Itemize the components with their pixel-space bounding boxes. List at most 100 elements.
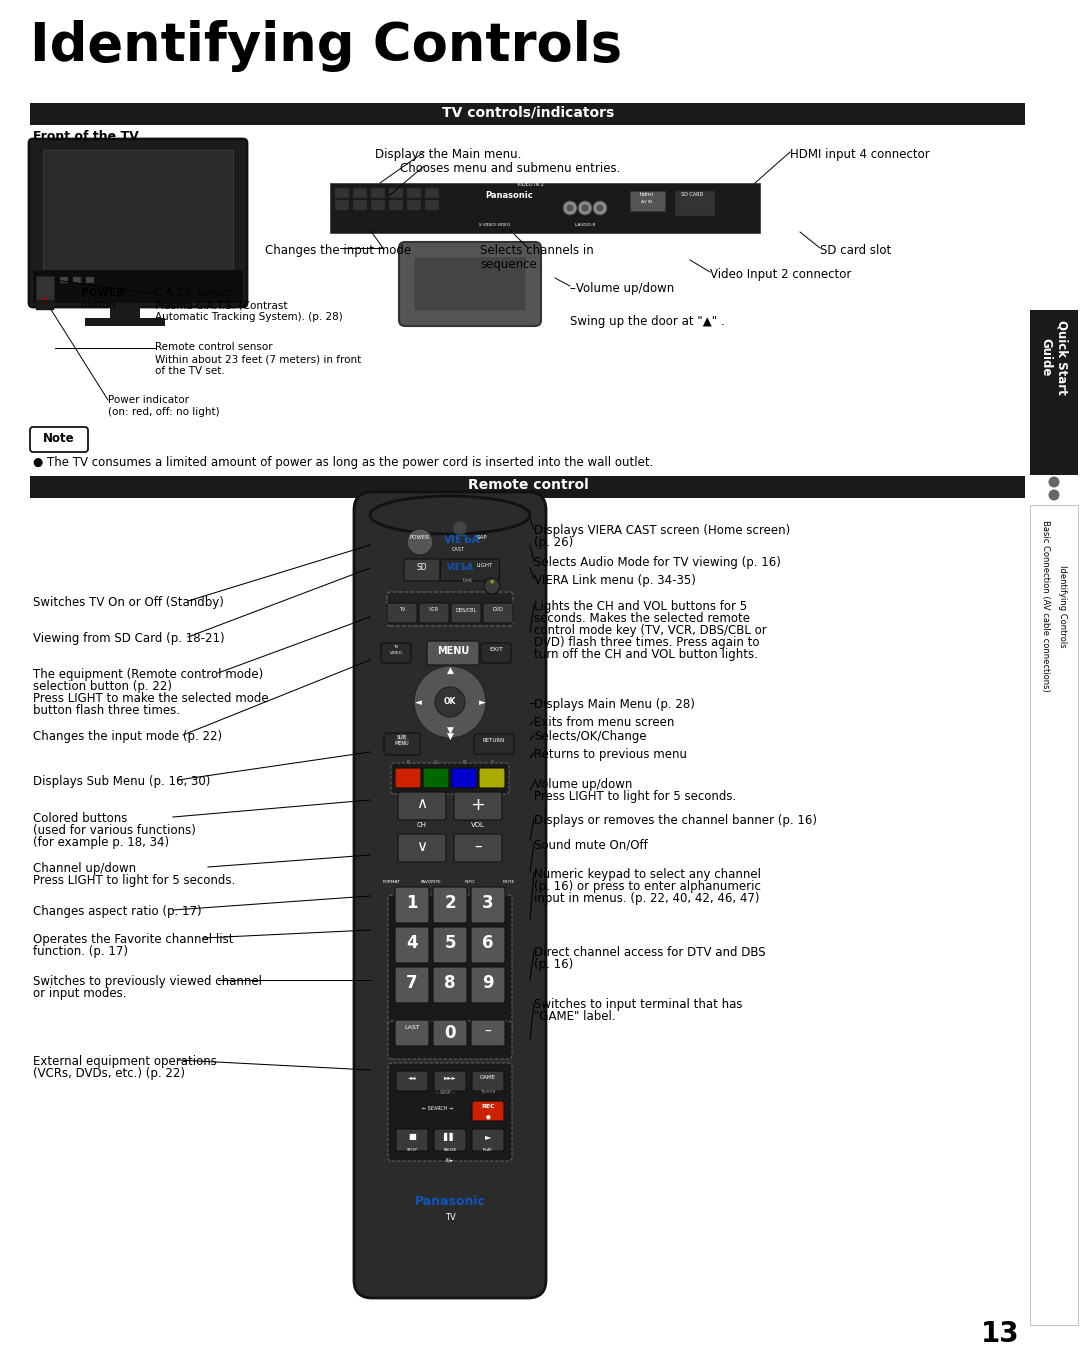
Text: Volume up/down: Volume up/down: [534, 778, 633, 791]
Text: ►: ►: [485, 1133, 491, 1141]
Text: Displays the Main menu.: Displays the Main menu.: [375, 149, 522, 161]
Text: Viewing from SD Card (p. 18-21): Viewing from SD Card (p. 18-21): [33, 632, 225, 645]
Text: Press LIGHT to light for 5 seconds.: Press LIGHT to light for 5 seconds.: [534, 791, 737, 803]
Text: 13: 13: [981, 1319, 1020, 1348]
Text: ★: ★: [489, 579, 495, 585]
FancyBboxPatch shape: [395, 767, 421, 788]
Text: RETURN: RETURN: [483, 737, 505, 743]
Text: ►►►: ►►►: [444, 1075, 457, 1079]
Bar: [1030, 309, 1078, 474]
Text: MENU: MENU: [437, 646, 469, 656]
Text: (on: red, off: no light): (on: red, off: no light): [108, 408, 219, 417]
Bar: [30, 104, 1025, 125]
Text: Panasonic: Panasonic: [415, 1195, 485, 1208]
Text: G: G: [434, 761, 438, 765]
Circle shape: [396, 735, 408, 746]
Text: –Volume up/down: –Volume up/down: [570, 282, 674, 294]
FancyBboxPatch shape: [395, 887, 429, 923]
Text: seconds. Makes the selected remote: seconds. Makes the selected remote: [534, 612, 750, 626]
FancyBboxPatch shape: [471, 966, 505, 1003]
Text: +: +: [471, 796, 486, 814]
Text: Link: Link: [463, 578, 473, 583]
Text: Within about 23 feet (7 meters) in front: Within about 23 feet (7 meters) in front: [156, 354, 361, 364]
Bar: [33, 270, 243, 303]
Bar: [36, 300, 54, 309]
FancyBboxPatch shape: [384, 733, 420, 755]
Bar: [675, 191, 715, 215]
Bar: [426, 188, 438, 198]
Text: 3: 3: [482, 894, 494, 912]
Text: CH: CH: [417, 822, 427, 827]
Bar: [407, 188, 421, 198]
Bar: [630, 191, 665, 211]
Text: hdmi: hdmi: [639, 192, 653, 198]
Text: II/►: II/►: [446, 1159, 455, 1163]
Text: Exits from menu screen: Exits from menu screen: [534, 716, 674, 729]
Text: R: R: [406, 761, 410, 765]
Text: Remote control: Remote control: [468, 478, 589, 492]
Text: ▼: ▼: [446, 732, 454, 741]
Text: control mode key (TV, VCR, DBS/CBL or: control mode key (TV, VCR, DBS/CBL or: [534, 624, 767, 637]
FancyBboxPatch shape: [472, 1071, 504, 1090]
Text: Numeric keypad to select any channel: Numeric keypad to select any channel: [534, 868, 761, 880]
Text: POWER: POWER: [410, 536, 430, 540]
Text: PAUSE: PAUSE: [443, 1148, 457, 1152]
Text: Front of the TV: Front of the TV: [33, 129, 138, 143]
Text: VIEЪA: VIEЪA: [446, 563, 473, 572]
Text: ∧: ∧: [417, 796, 428, 811]
Text: –: –: [485, 1025, 491, 1039]
Text: Selects channels in: Selects channels in: [480, 244, 594, 258]
Bar: [353, 200, 367, 210]
FancyBboxPatch shape: [454, 834, 502, 861]
Text: AV IN: AV IN: [640, 200, 651, 204]
Text: ▼: ▼: [446, 726, 454, 735]
Circle shape: [414, 667, 486, 737]
FancyBboxPatch shape: [395, 1020, 429, 1045]
FancyBboxPatch shape: [396, 1071, 428, 1090]
Text: ← SEARCH →: ← SEARCH →: [422, 1105, 454, 1111]
FancyBboxPatch shape: [399, 834, 446, 861]
Text: The equipment (Remote control mode): The equipment (Remote control mode): [33, 668, 264, 682]
Bar: [372, 200, 384, 210]
FancyBboxPatch shape: [434, 1129, 465, 1150]
Bar: [1030, 506, 1078, 1325]
Bar: [415, 258, 525, 309]
FancyBboxPatch shape: [474, 735, 514, 754]
Text: ∨: ∨: [417, 840, 428, 855]
Text: VIDEO: VIDEO: [390, 652, 403, 656]
FancyBboxPatch shape: [471, 927, 505, 964]
Text: Displays Main Menu (p. 28): Displays Main Menu (p. 28): [534, 698, 694, 711]
FancyBboxPatch shape: [396, 1129, 428, 1150]
Bar: [86, 277, 94, 284]
Text: Returns to previous menu: Returns to previous menu: [534, 748, 687, 761]
Text: B: B: [462, 761, 465, 765]
FancyBboxPatch shape: [30, 427, 87, 453]
FancyBboxPatch shape: [481, 643, 511, 662]
Text: Swing up the door at "▲" .: Swing up the door at "▲" .: [570, 315, 725, 328]
Text: ●: ●: [486, 1114, 490, 1119]
FancyBboxPatch shape: [433, 887, 467, 923]
Bar: [43, 150, 233, 270]
Text: Remote control sensor: Remote control sensor: [156, 342, 272, 352]
FancyBboxPatch shape: [388, 895, 512, 1035]
Text: Displays VIERA CAST screen (Home screen): Displays VIERA CAST screen (Home screen): [534, 523, 791, 537]
Text: LIGHT: LIGHT: [477, 563, 494, 568]
Text: ▲: ▲: [446, 667, 454, 675]
Bar: [110, 303, 140, 318]
Bar: [389, 200, 403, 210]
Text: turn off the CH and VOL button lights.: turn off the CH and VOL button lights.: [534, 647, 758, 661]
Text: of the TV set.: of the TV set.: [156, 367, 225, 376]
Circle shape: [42, 297, 48, 303]
Text: Displays or removes the channel banner (p. 16): Displays or removes the channel banner (…: [534, 814, 816, 827]
Text: Switches TV On or Off (Standby): Switches TV On or Off (Standby): [33, 596, 224, 609]
FancyBboxPatch shape: [395, 927, 429, 964]
FancyBboxPatch shape: [381, 643, 411, 662]
Text: Switches to input terminal that has: Switches to input terminal that has: [534, 998, 743, 1011]
Text: (VCRs, DVDs, etc.) (p. 22): (VCRs, DVDs, etc.) (p. 22): [33, 1067, 185, 1079]
Bar: [353, 188, 367, 198]
Text: 0: 0: [444, 1024, 456, 1041]
Bar: [30, 476, 1025, 497]
Text: MENU: MENU: [394, 741, 409, 746]
Text: PLAY: PLAY: [483, 1148, 492, 1152]
Text: VIEЪA: VIEЪA: [444, 536, 481, 545]
